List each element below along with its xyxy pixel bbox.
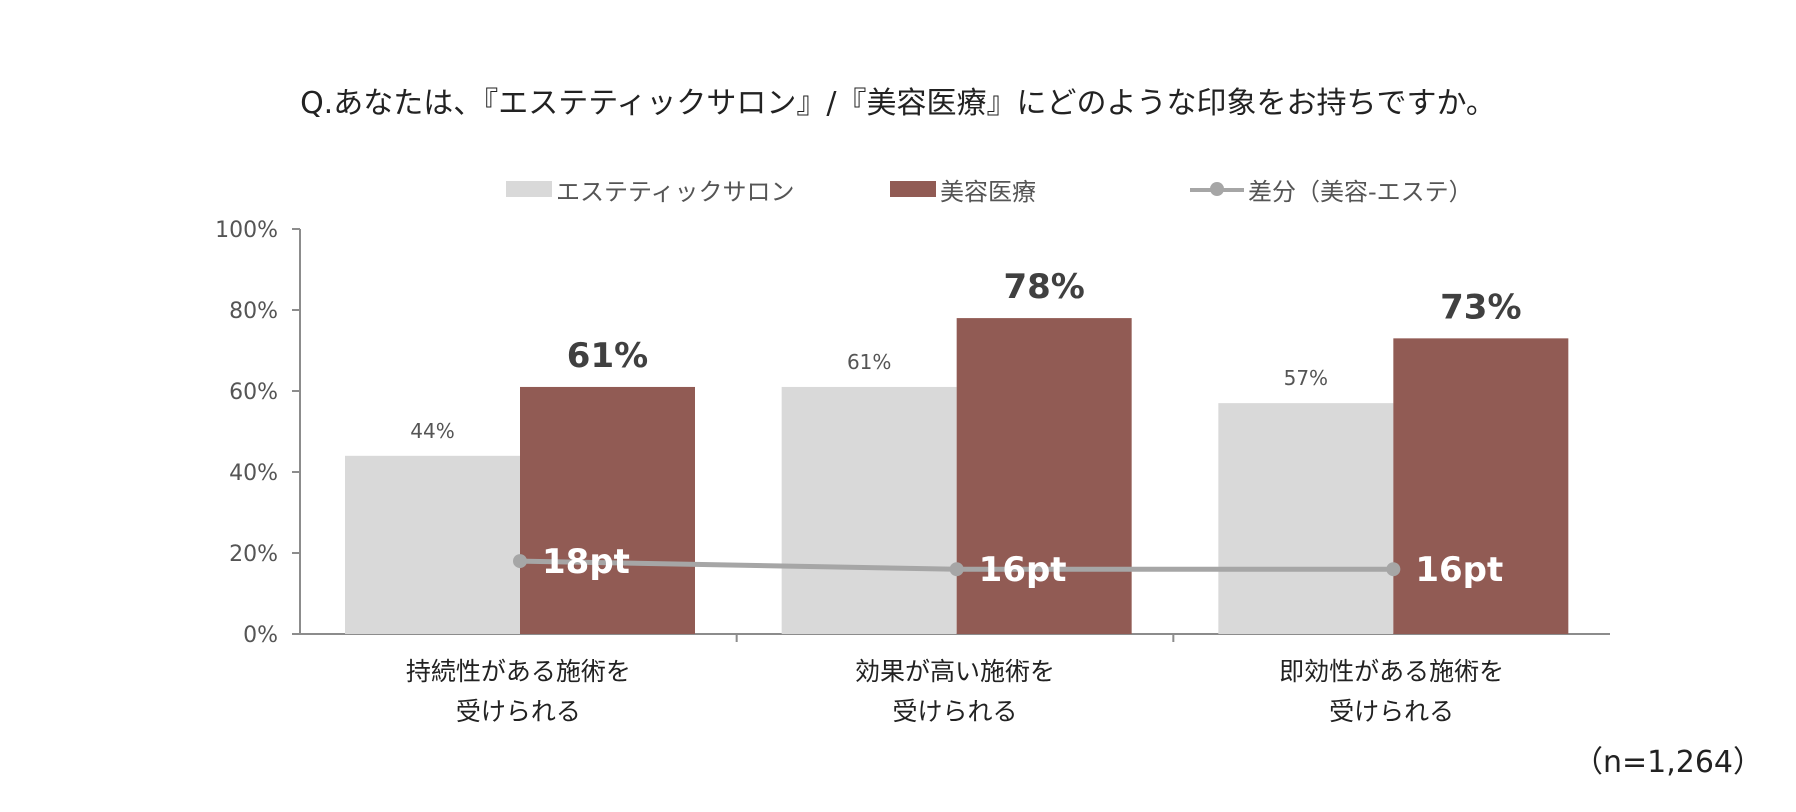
legend-label-esthe: エステティックサロン — [556, 177, 795, 206]
diff-label: 16pt — [979, 550, 1067, 590]
y-tick-label: 0% — [243, 623, 278, 648]
legend-item-medical: 美容医療 — [890, 172, 1036, 206]
bar-medical — [1393, 338, 1569, 634]
bar-medical — [520, 386, 695, 634]
bar-esthe — [345, 455, 520, 634]
diff-point — [513, 554, 527, 569]
legend-swatch-diff — [1190, 179, 1244, 199]
category-label: 持続性がある施術を 受けられる — [405, 657, 631, 726]
y-tick-label: 40% — [229, 461, 278, 486]
diff-label: 16pt — [1415, 550, 1503, 590]
legend-label-medical: 美容医療 — [940, 177, 1036, 206]
bar-medical — [956, 318, 1132, 634]
diff-point — [949, 562, 964, 577]
diff-point — [1386, 562, 1401, 577]
legend-item-esthe: エステティックサロン — [506, 172, 795, 206]
y-tick-label: 100% — [215, 218, 278, 243]
data-label-esthe: 44% — [410, 419, 454, 443]
diff-label: 18pt — [542, 542, 630, 582]
category-label: 効果が高い施術を 受けられる — [854, 657, 1055, 726]
data-label-medical: 61% — [567, 336, 648, 376]
data-label-esthe: 61% — [847, 350, 891, 374]
bar-esthe — [1218, 403, 1394, 634]
chart-title: Q.あなたは、『エステティックサロン』/『美容医療』にどのような印象をお持ちです… — [300, 86, 1496, 121]
legend-swatch-esthe — [506, 181, 552, 197]
legend-swatch-medical — [890, 181, 936, 197]
bar-esthe — [781, 386, 957, 634]
y-tick-label: 20% — [229, 542, 278, 567]
data-label-medical: 73% — [1440, 287, 1521, 327]
category-label: 即効性がある施術を 受けられる — [1279, 657, 1505, 726]
sample-size-note: （n=1,264） — [1572, 745, 1763, 780]
data-label-medical: 78% — [1003, 267, 1084, 307]
legend-item-diff: 差分（美容-エステ） — [1190, 172, 1473, 206]
y-tick-label: 60% — [229, 380, 278, 405]
legend-label-diff: 差分（美容-エステ） — [1248, 177, 1473, 206]
y-tick-label: 80% — [229, 299, 278, 324]
data-label-esthe: 57% — [1284, 366, 1328, 390]
